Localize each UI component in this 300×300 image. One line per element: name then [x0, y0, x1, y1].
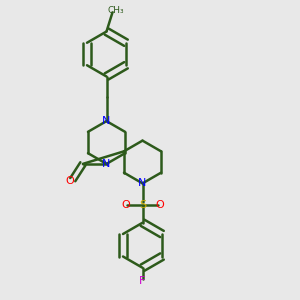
Text: N: N [102, 159, 111, 169]
Text: F: F [139, 276, 146, 286]
Text: O: O [65, 176, 74, 186]
Text: S: S [139, 200, 146, 210]
Text: N: N [102, 116, 111, 126]
Text: N: N [138, 178, 147, 188]
Text: O: O [155, 200, 164, 210]
Text: O: O [121, 200, 130, 210]
Text: CH₃: CH₃ [108, 6, 124, 15]
